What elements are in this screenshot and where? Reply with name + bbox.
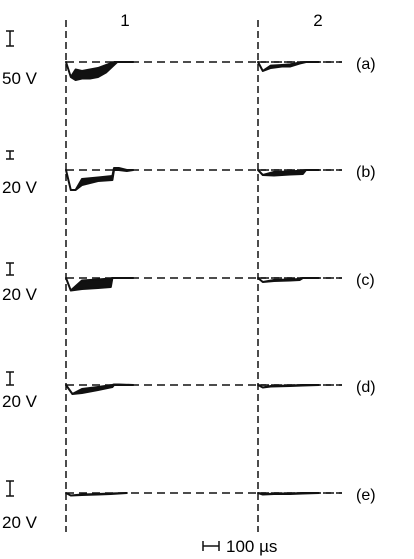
row-label-c: (c) (356, 272, 375, 289)
time-scale-label: 100 µs (226, 537, 277, 556)
trace-envelope-c-2 (257, 277, 320, 283)
time-scale-bar (202, 541, 220, 551)
row-label-b: (b) (356, 164, 376, 181)
row-label-e: (e) (356, 487, 376, 504)
trace-envelope-b-2 (257, 169, 320, 177)
row-label-a: (a) (356, 56, 376, 73)
traces-layer (65, 20, 342, 532)
trace-envelope-d-2 (257, 384, 320, 389)
scale-label-d: 20 V (2, 392, 38, 411)
trace-envelope-a-1 (65, 61, 135, 81)
trace-envelope-c-1 (65, 277, 135, 292)
column-label-2: 2 (313, 11, 322, 30)
scale-bar-c (6, 262, 14, 276)
scale-bar-d (6, 371, 14, 386)
scale-bar-e (6, 480, 14, 497)
scale-bar-a (6, 30, 14, 47)
column-label-1: 1 (120, 11, 129, 30)
scale-label-b: 20 V (2, 178, 38, 197)
trace-envelope-e-1 (65, 492, 128, 497)
trace-envelope-a-2 (257, 61, 320, 72)
row-label-d: (d) (356, 379, 376, 396)
trace-envelope-b-1 (65, 167, 135, 191)
trace-envelope-e-2 (257, 492, 320, 496)
scale-label-c: 20 V (2, 285, 38, 304)
scale-label-e: 20 V (2, 513, 38, 532)
scale-bar-b (6, 150, 14, 160)
trace-envelope-d-1 (65, 383, 135, 395)
scale-label-a: 50 V (2, 69, 38, 88)
